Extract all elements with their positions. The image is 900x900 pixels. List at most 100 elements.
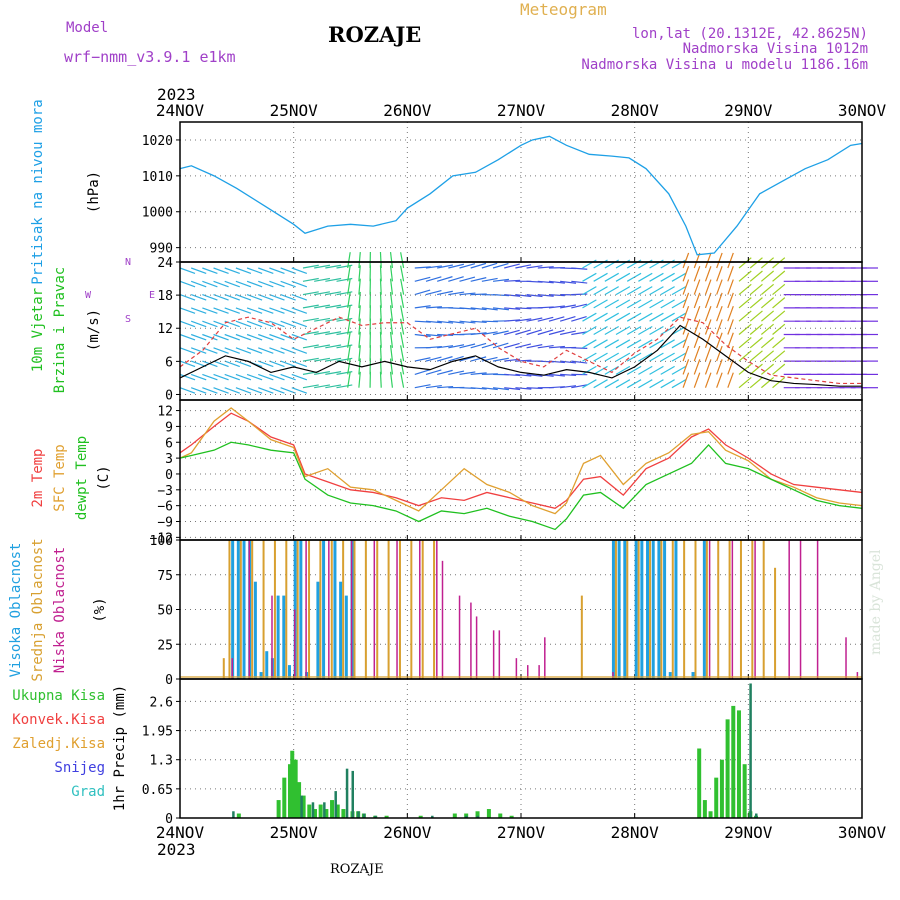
wind-barb xyxy=(760,337,775,349)
total-precip-bar xyxy=(736,710,741,818)
wind-barb xyxy=(302,304,319,309)
wind-barb xyxy=(492,278,510,282)
wind-barb xyxy=(314,264,331,269)
wind-barb xyxy=(649,352,664,362)
wind-barb xyxy=(760,363,775,375)
wind-barb xyxy=(400,278,405,295)
mid-cloud-bar xyxy=(376,540,379,679)
low-cloud-bar xyxy=(845,637,847,679)
wind-barb xyxy=(358,252,361,269)
wind-barb xyxy=(571,280,588,284)
model-elevation-label: Nadmorska Visina u modelu 1186.16m xyxy=(581,57,868,73)
wind-barb xyxy=(504,373,521,377)
wind-barb xyxy=(593,272,608,282)
total-precip-bar xyxy=(708,811,713,818)
wind-barb xyxy=(291,280,308,288)
wind-barb xyxy=(269,294,285,301)
wind-barb xyxy=(448,291,465,296)
mid-cloud-bar xyxy=(285,540,288,679)
wind-barb xyxy=(448,276,464,282)
high-cloud-axis-label: Visoka Oblacnost xyxy=(8,543,24,678)
low-cloud-bar xyxy=(538,665,540,679)
high-cloud-bar xyxy=(623,540,627,679)
wind-barb xyxy=(202,373,218,381)
total-precip-bar xyxy=(307,804,312,818)
wind-barb xyxy=(738,310,752,322)
wind-barb xyxy=(504,342,520,349)
wind-barb xyxy=(638,312,653,322)
high-cloud-bar xyxy=(322,540,326,679)
wind-barb xyxy=(638,352,653,362)
wind-barb xyxy=(738,376,752,389)
temp-2m-axis-label: 2m Temp xyxy=(30,448,46,507)
wind-barb xyxy=(515,264,532,269)
wind-barb xyxy=(235,347,252,354)
wind-barb xyxy=(604,365,620,375)
wind-barb xyxy=(213,267,229,275)
high-cloud-bar xyxy=(253,581,257,679)
wind-barb xyxy=(325,304,342,309)
total-precip-bar xyxy=(731,705,736,818)
wind-barb xyxy=(389,265,394,282)
wind-barb xyxy=(704,345,712,362)
mid-cloud-bar xyxy=(433,540,436,679)
wind-barb xyxy=(571,293,588,296)
wind-barb xyxy=(760,310,775,322)
wind-barb xyxy=(760,297,775,309)
low-cloud-bar xyxy=(544,637,546,679)
wind-barb xyxy=(235,373,252,381)
wind-barb xyxy=(704,266,712,282)
wind-barb xyxy=(302,291,319,296)
wind-barb xyxy=(347,305,351,322)
low-cloud-bar xyxy=(328,540,330,679)
temp-dewpt-axis-label: dewpt Temp xyxy=(74,436,90,520)
low-cloud-bar xyxy=(436,540,438,679)
wind-barb xyxy=(400,265,405,282)
wind-barb xyxy=(526,344,543,349)
wind-barb xyxy=(213,294,229,301)
wind-barb xyxy=(258,333,274,341)
wind-barb xyxy=(269,307,285,314)
wind-barb xyxy=(749,350,763,362)
wind-barb xyxy=(400,252,405,269)
y-tick-label: 2.6 xyxy=(150,695,173,710)
wind-barb xyxy=(269,387,285,394)
wind-barb xyxy=(302,317,319,322)
wind-barb xyxy=(425,346,442,349)
wind-barb xyxy=(492,263,509,269)
wind-barb xyxy=(604,352,620,362)
wind-barb xyxy=(336,384,353,389)
wind-barb xyxy=(682,372,690,388)
snow-precip-bar xyxy=(232,811,235,818)
wind-barb xyxy=(772,376,786,389)
wind-barb xyxy=(258,307,274,314)
wind-barb xyxy=(638,286,653,296)
wind-barb xyxy=(537,280,554,284)
snow-precip-bar xyxy=(311,802,315,818)
model-label: Model xyxy=(66,20,109,36)
wind-barb xyxy=(358,331,361,348)
wind-barb xyxy=(448,320,465,324)
wind-barb xyxy=(615,365,631,375)
wind-barb xyxy=(481,277,498,282)
y-tick-label: 6 xyxy=(165,436,173,451)
wind-barb xyxy=(593,299,608,309)
mid-cloud-bar xyxy=(751,540,754,679)
wind-barb xyxy=(626,365,642,375)
wind-barb xyxy=(693,319,701,335)
wind-barb xyxy=(593,352,608,362)
wind-barb xyxy=(515,294,532,298)
wind-barb xyxy=(682,279,690,295)
wind-barb xyxy=(760,257,775,269)
bottom-x-tick-label: 30NOV xyxy=(838,823,887,842)
wind-barb xyxy=(179,347,196,354)
high-cloud-bar xyxy=(663,540,667,679)
y-tick-label: −12 xyxy=(150,531,173,546)
mid-cloud-bar xyxy=(671,540,674,679)
wind-barb xyxy=(258,320,274,328)
wind-barb xyxy=(179,294,196,301)
wind-barb xyxy=(425,333,442,337)
wind-barb xyxy=(760,350,775,362)
meteogram-label: Meteogram xyxy=(520,0,607,19)
wind-barb xyxy=(202,294,218,301)
